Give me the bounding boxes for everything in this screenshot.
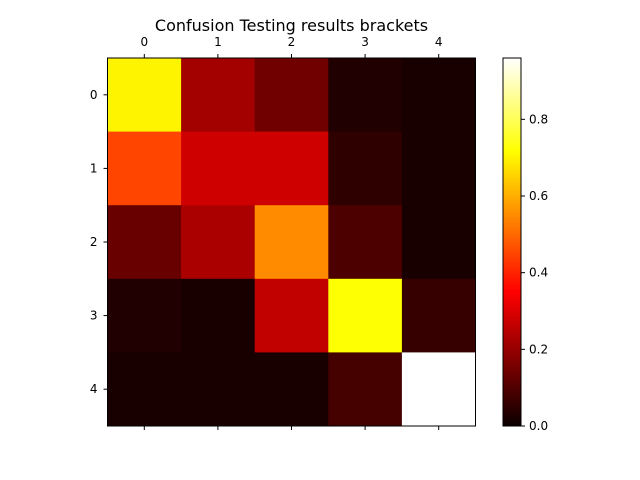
- x-tick-label: 1: [214, 35, 222, 49]
- heatmap-cell: [401, 278, 476, 353]
- y-tick-label: 2: [90, 235, 98, 249]
- chart-title: Confusion Testing results brackets: [155, 16, 428, 35]
- colorbar-gradient: [502, 57, 522, 427]
- heatmap-cell: [401, 205, 476, 280]
- heatmap-cell: [181, 205, 256, 280]
- heatmap-cells: [107, 58, 476, 427]
- colorbar-tick-label: 0.2: [529, 342, 548, 356]
- heatmap-cell: [328, 205, 403, 280]
- heatmap-cell: [328, 278, 403, 353]
- heatmap-cell: [107, 352, 182, 427]
- colorbar-tick-label: 0.6: [529, 189, 548, 203]
- colorbar-tick-label: 0.0: [529, 419, 548, 433]
- y-tick-label: 4: [90, 382, 98, 396]
- heatmap-cell: [328, 131, 403, 206]
- y-tick-label: 0: [90, 88, 98, 102]
- heatmap-cell: [181, 131, 256, 206]
- y-tick-label: 3: [90, 309, 98, 323]
- heatmap-cell: [254, 58, 329, 133]
- heatmap-cell: [401, 131, 476, 206]
- heatmap-cell: [401, 58, 476, 133]
- heatmap-cell: [401, 352, 476, 427]
- heatmap-cell: [181, 352, 256, 427]
- heatmap-cell: [328, 352, 403, 427]
- x-tick-label: 2: [288, 35, 296, 49]
- heatmap-cell: [107, 278, 182, 353]
- x-tick-label: 3: [361, 35, 369, 49]
- heatmap-cell: [107, 58, 182, 133]
- heatmap-cell: [107, 205, 182, 280]
- heatmap-cell: [181, 278, 256, 353]
- x-tick-label: 4: [435, 35, 443, 49]
- heatmap-cell: [328, 58, 403, 133]
- heatmap-cell: [254, 131, 329, 206]
- heatmap-cell: [107, 131, 182, 206]
- colorbar-tick-label: 0.8: [529, 112, 548, 126]
- y-axis-ticks: 0 1 2 3 4: [90, 88, 108, 396]
- colorbar-ticks: 0.0 0.2 0.4 0.6 0.8: [521, 112, 548, 433]
- colorbar: 0.0 0.2 0.4 0.6 0.8: [502, 57, 548, 433]
- colorbar-tick-label: 0.4: [529, 266, 548, 280]
- x-tick-label: 0: [140, 35, 148, 49]
- heatmap-cell: [254, 205, 329, 280]
- heatmap-cell: [181, 58, 256, 133]
- y-tick-label: 1: [90, 161, 98, 175]
- heatmap-cell: [254, 278, 329, 353]
- heatmap-cell: [254, 352, 329, 427]
- x-axis-ticks: 0 1 2 3 4: [140, 35, 443, 430]
